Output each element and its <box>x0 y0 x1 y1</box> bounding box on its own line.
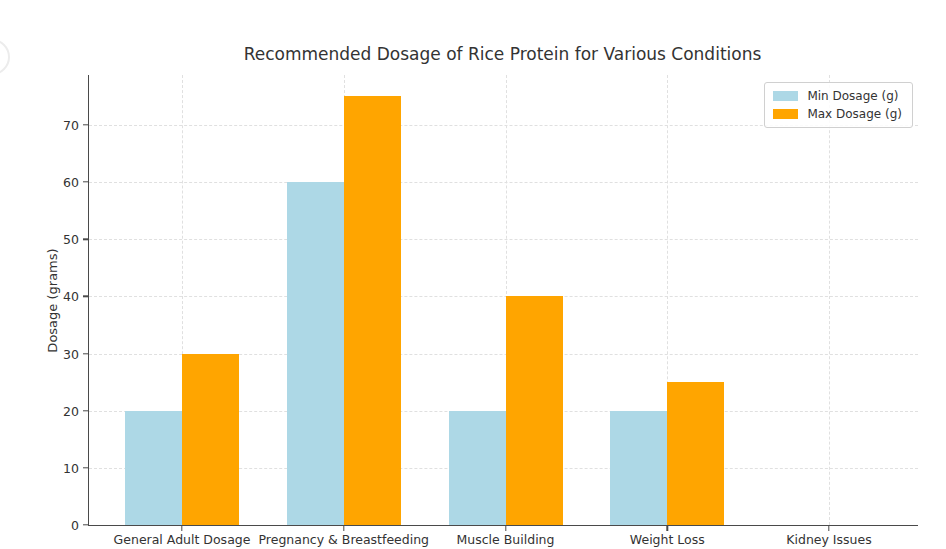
y-tick-label: 50 <box>43 232 79 247</box>
bar-min-dosage <box>449 411 506 525</box>
y-tick-mark <box>83 467 89 468</box>
y-tick-label: 30 <box>43 346 79 361</box>
y-tick-label: 20 <box>43 403 79 418</box>
plot-area: Min Dosage (g)Max Dosage (g) 01020304050… <box>88 75 918 526</box>
x-gridline <box>829 75 830 525</box>
y-tick-mark <box>83 410 89 411</box>
x-tick-label: Kidney Issues <box>786 532 871 547</box>
y-tick-label: 10 <box>43 460 79 475</box>
y-tick-label: 40 <box>43 289 79 304</box>
legend-label: Max Dosage (g) <box>807 107 902 121</box>
decorative-circle <box>0 39 10 75</box>
x-tick-mark <box>343 525 344 531</box>
x-tick-label: Pregnancy & Breastfeeding <box>259 532 430 547</box>
legend-items: Min Dosage (g) Max Dosage (g) <box>773 89 902 121</box>
legend-swatch <box>773 109 798 119</box>
x-tick-mark <box>828 525 829 531</box>
bar-max-dosage <box>182 354 239 525</box>
bar-max-dosage <box>506 296 563 525</box>
x-tick-mark <box>181 525 182 531</box>
y-gridline <box>89 296 918 297</box>
y-gridline <box>89 182 918 183</box>
y-tick-label: 70 <box>43 118 79 133</box>
y-tick-mark <box>83 239 89 240</box>
x-tick-label: Weight Loss <box>630 532 705 547</box>
legend-item: Max Dosage (g) <box>773 107 902 121</box>
y-tick-mark <box>83 524 89 525</box>
y-tick-mark <box>83 124 89 125</box>
bar-min-dosage <box>125 411 182 525</box>
y-tick-mark <box>83 296 89 297</box>
y-tick-mark <box>83 181 89 182</box>
figure: Recommended Dosage of Rice Protein for V… <box>0 0 946 549</box>
y-tick-label: 60 <box>43 175 79 190</box>
chart-title: Recommended Dosage of Rice Protein for V… <box>88 44 917 64</box>
x-tick-mark <box>667 525 668 531</box>
legend-swatch <box>773 91 798 101</box>
bar-min-dosage <box>610 411 667 525</box>
x-tick-mark <box>505 525 506 531</box>
legend-label: Min Dosage (g) <box>807 89 898 103</box>
y-gridline <box>89 239 918 240</box>
x-tick-label: Muscle Building <box>457 532 555 547</box>
bar-min-dosage <box>287 182 344 525</box>
legend: Min Dosage (g) Max Dosage (g) <box>764 82 913 128</box>
bar-max-dosage <box>667 382 724 525</box>
y-tick-mark <box>83 353 89 354</box>
bar-max-dosage <box>344 96 401 525</box>
legend-item: Min Dosage (g) <box>773 89 902 103</box>
y-tick-label: 0 <box>43 518 79 533</box>
x-tick-label: General Adult Dosage <box>114 532 251 547</box>
